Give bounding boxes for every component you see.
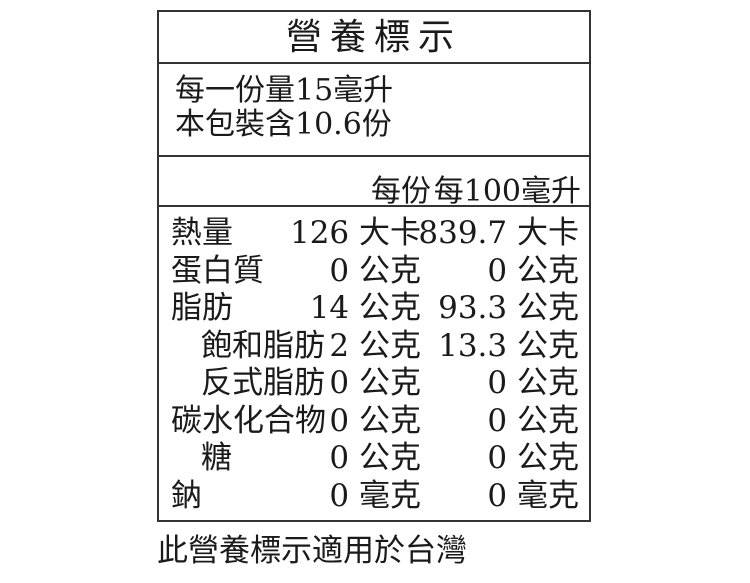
footer-note: 此營養標示適用於台灣 [157,533,467,569]
divider [159,155,589,157]
per-100-value: 839.7 大卡 [418,215,579,251]
nutrient-row: 蛋白質 0 公克 0 公克 [159,253,589,291]
nutrient-row: 糖 0 公克 0 公克 [159,440,589,478]
nutrient-name: 鈉 [171,477,202,514]
nutrient-row: 熱量 126 大卡 839.7 大卡 [159,215,589,253]
per-100-value: 0 公克 [487,440,579,476]
per-100-value: 13.3 公克 [438,327,579,364]
per-serving-value: 2 公克 [329,327,421,364]
nutrient-name: 脂肪 [171,290,233,326]
serving-size: 每一份量15毫升 [175,73,394,108]
per-100-value: 0 毫克 [487,477,579,514]
per-serving-value: 0 公克 [329,440,421,476]
nutrient-name: 蛋白質 [171,252,264,289]
nutrient-name: 碳水化合物 [171,402,326,439]
per-100-value: 0 公克 [487,402,579,439]
nutrient-row: 碳水化合物 0 公克 0 公克 [159,403,589,441]
per-serving-value: 0 公克 [329,402,421,439]
per-serving-value: 14 公克 [309,290,421,326]
per-serving-value: 126 大卡 [289,215,421,251]
nutrient-row: 飽和脂肪 2 公克 13.3 公克 [159,328,589,366]
divider [159,62,589,64]
nutrient-name: 糖 [201,440,232,476]
per-serving-value: 0 公克 [329,365,421,401]
column-header-per-100: 每100毫升 [433,174,581,209]
nutrient-row: 反式脂肪 0 公克 0 公克 [159,365,589,403]
per-100-value: 0 公克 [487,252,579,289]
label-title: 營養標示 [285,17,462,58]
servings-per-package: 本包裝含10.6份 [175,107,392,142]
per-serving-value: 0 公克 [329,252,421,289]
serving-info: 每一份量15毫升 本包裝含10.6份 [175,74,393,142]
nutrient-rows: 熱量 126 大卡 839.7 大卡 蛋白質 0 公克 0 公克 脂肪 14 公克 93.3 公… [159,215,589,515]
per-serving-value: 0 毫克 [329,477,421,514]
nutrition-label: 營養標示 每一份量15毫升 本包裝含10.6份 每份 每100毫升 熱量 126 … [157,10,591,522]
nutrient-name: 飽和脂肪 [201,327,325,364]
nutrient-name: 熱量 [171,215,233,251]
per-100-value: 0 公克 [487,365,579,401]
nutrient-row: 鈉 0 毫克 0 毫克 [159,478,589,516]
column-header-per-serving: 每份 [371,174,431,209]
nutrient-name: 反式脂肪 [201,365,325,401]
divider [159,205,589,207]
nutrient-row: 脂肪 14 公克 93.3 公克 [159,290,589,328]
per-100-value: 93.3 公克 [438,290,579,326]
